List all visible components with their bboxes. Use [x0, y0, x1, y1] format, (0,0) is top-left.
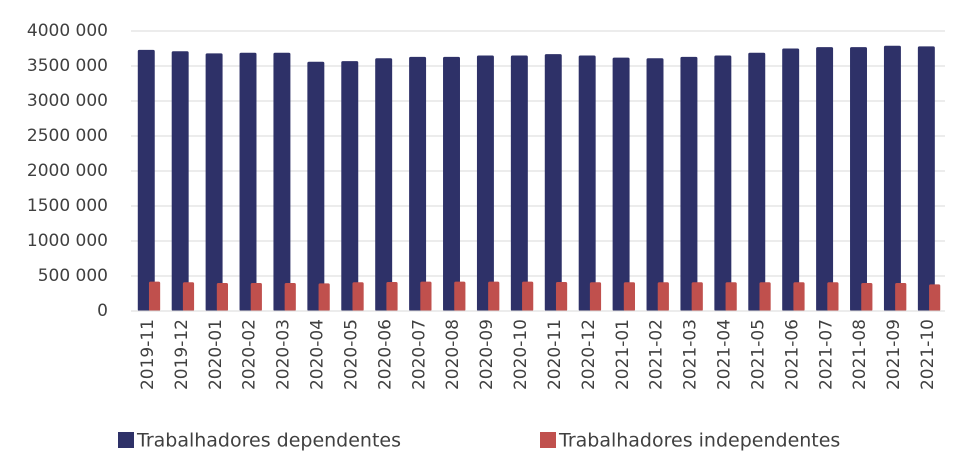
x-tick-label: 2019-12: [172, 319, 192, 390]
bar: [816, 47, 834, 311]
bar: [341, 61, 359, 311]
bar: [510, 55, 528, 311]
y-tick-label: 1000 000: [27, 231, 108, 251]
bar: [623, 282, 636, 311]
bar: [420, 281, 432, 311]
bar: [273, 52, 291, 311]
x-tick-label: 2021-07: [816, 319, 836, 390]
x-tick-label: 2021-10: [918, 319, 938, 390]
bar: [929, 284, 941, 311]
y-tick-label: 2000 000: [27, 161, 108, 181]
bar: [714, 55, 732, 311]
bar: [250, 283, 262, 311]
y-tick-label: 0: [97, 301, 108, 321]
bar: [307, 61, 325, 311]
bar: [476, 55, 494, 311]
bar: [216, 283, 229, 311]
legend-label: Trabalhadores dependentes: [136, 430, 401, 452]
x-tick-label: 2021-06: [782, 319, 802, 390]
x-tick-label: 2020-01: [206, 319, 226, 390]
bar: [544, 54, 562, 311]
bar: [680, 56, 698, 312]
x-tick-label: 2021-09: [884, 319, 904, 390]
x-tick-label: 2020-05: [341, 319, 361, 390]
x-tick-label: 2020-12: [579, 319, 599, 390]
x-tick-label: 2020-04: [308, 319, 328, 390]
bar: [284, 283, 296, 311]
x-tick-label: 2020-11: [545, 319, 565, 390]
y-tick-label: 3000 000: [27, 91, 108, 111]
y-tick-label: 500 000: [38, 266, 108, 286]
y-tick-label: 2500 000: [27, 126, 108, 146]
legend-label: Trabalhadores independentes: [558, 430, 840, 452]
x-tick-label: 2020-03: [274, 319, 294, 390]
bar: [691, 282, 703, 311]
bar: [386, 281, 398, 311]
bar: [375, 58, 393, 311]
bar: [182, 282, 195, 311]
x-tick-label: 2021-05: [748, 319, 768, 390]
legend-swatch: [540, 432, 556, 448]
x-tick-label: 2021-02: [647, 319, 667, 390]
bar: [578, 55, 596, 311]
bar: [883, 45, 901, 311]
x-tick-label: 2019-11: [138, 319, 158, 390]
legend-swatch: [118, 432, 134, 448]
bar: [239, 52, 257, 311]
bar: [443, 56, 460, 312]
bar: [318, 283, 330, 311]
bar: [657, 282, 669, 311]
x-tick-label: 2020-09: [477, 319, 497, 390]
bar: [409, 56, 427, 312]
x-tick-label: 2021-01: [613, 319, 633, 390]
bar: [895, 283, 907, 311]
bar: [793, 282, 805, 311]
x-tick-label: 2020-02: [240, 319, 260, 390]
bar: [748, 52, 766, 311]
bar: [148, 281, 161, 311]
x-tick-label: 2021-03: [681, 319, 701, 390]
bar: [137, 49, 155, 312]
bar: [861, 283, 873, 311]
bar: [589, 282, 602, 311]
bar: [646, 58, 664, 311]
x-tick-label: 2020-08: [443, 319, 463, 390]
y-tick-label: 3500 000: [27, 56, 108, 76]
bar: [171, 51, 189, 312]
bar: [759, 282, 771, 311]
bar: [488, 281, 500, 311]
bar: [782, 48, 800, 311]
bar: [352, 282, 364, 311]
bar: [850, 47, 867, 311]
bar: [522, 281, 534, 311]
y-tick-label: 4000 000: [27, 21, 108, 41]
x-tick-label: 2021-04: [715, 319, 735, 390]
bar: [612, 57, 630, 311]
bar: [555, 281, 568, 311]
bar: [205, 53, 223, 312]
y-tick-label: 1500 000: [27, 196, 108, 216]
bar: [454, 281, 466, 311]
bar: [725, 282, 737, 311]
x-tick-label: 2020-07: [409, 319, 429, 390]
x-tick-label: 2020-06: [375, 319, 395, 390]
x-tick-label: 2020-10: [511, 319, 531, 390]
x-tick-label: 2021-08: [850, 319, 870, 390]
bar: [827, 282, 839, 311]
bar: [917, 46, 935, 312]
